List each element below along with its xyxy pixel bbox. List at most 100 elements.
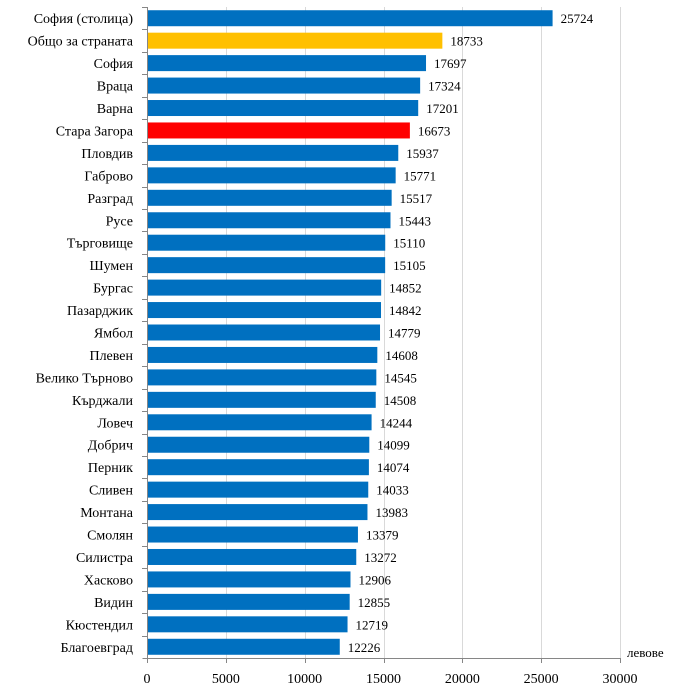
x-tick-label: 10000 — [287, 672, 322, 687]
bar — [148, 593, 350, 610]
bar — [148, 414, 372, 431]
category-label: Кюстендил — [66, 618, 133, 633]
value-label: 14842 — [389, 303, 422, 318]
value-label: 14074 — [377, 460, 410, 475]
value-label: 25724 — [561, 11, 594, 26]
category-label: Стара Загора — [56, 124, 134, 139]
value-label: 13272 — [364, 550, 397, 565]
category-label: Перник — [88, 461, 133, 476]
x-tick-label: 15000 — [366, 672, 401, 687]
bar — [148, 459, 369, 476]
bar — [148, 144, 399, 161]
bar — [148, 189, 392, 206]
axes — [142, 7, 621, 663]
value-label: 15110 — [393, 236, 425, 251]
bar — [148, 436, 370, 453]
value-label: 15105 — [393, 258, 426, 273]
category-label: Габрово — [84, 169, 133, 184]
bar — [148, 10, 553, 27]
bar — [148, 638, 340, 655]
value-label: 12719 — [356, 617, 389, 632]
bar — [148, 571, 351, 588]
bars — [148, 10, 553, 655]
bar — [148, 77, 421, 94]
category-label: Кърджали — [72, 394, 134, 409]
value-label: 14779 — [388, 326, 421, 341]
category-label: Разград — [87, 192, 133, 207]
value-label: 14508 — [384, 393, 417, 408]
bar — [148, 324, 381, 341]
category-label: Търговище — [67, 237, 133, 252]
value-label: 18733 — [450, 34, 483, 49]
value-label: 13379 — [366, 528, 399, 543]
value-label: 15771 — [404, 168, 437, 183]
value-label: 17324 — [428, 79, 461, 94]
bar — [148, 548, 357, 565]
category-label: София (столица) — [34, 12, 134, 27]
category-label: Плевен — [89, 349, 133, 364]
category-label: Ловеч — [97, 416, 133, 431]
bar — [148, 122, 410, 139]
category-label: Благоевград — [60, 641, 133, 656]
category-labels: София (столица) Общо за страната София Врац… — [28, 12, 134, 656]
category-label: Враца — [97, 80, 134, 95]
category-label: Пазарджик — [67, 304, 133, 319]
value-label: 13983 — [375, 505, 408, 520]
bar — [148, 32, 443, 49]
value-label: 15517 — [400, 191, 433, 206]
value-label: 14099 — [377, 438, 410, 453]
value-label: 17697 — [434, 56, 467, 71]
value-label: 16673 — [418, 123, 451, 138]
category-label: Ямбол — [94, 327, 133, 342]
x-axis-unit-label: левове — [627, 645, 664, 660]
bar — [148, 369, 377, 386]
value-label: 12906 — [358, 572, 391, 587]
category-label: Шумен — [89, 259, 133, 274]
bar — [148, 257, 386, 274]
value-label: 14545 — [384, 370, 417, 385]
category-label: Монтана — [80, 506, 134, 521]
bar — [148, 302, 382, 319]
bar — [148, 234, 386, 251]
category-label: Велико Търново — [36, 371, 133, 386]
value-label: 14852 — [389, 281, 422, 296]
category-label: София — [94, 57, 134, 72]
x-tick-labels: 0 5000 10000 15000 20000 25000 30000 — [144, 672, 638, 687]
bar — [148, 346, 378, 363]
value-label: 14608 — [385, 348, 418, 363]
value-label: 15443 — [398, 213, 431, 228]
value-label: 17201 — [426, 101, 459, 116]
x-tick-label: 30000 — [603, 672, 638, 687]
category-label: Русе — [106, 214, 133, 229]
bar — [148, 391, 376, 408]
category-label: Хасково — [84, 573, 133, 588]
category-label: Видин — [94, 596, 133, 611]
bar — [148, 504, 368, 521]
category-label: Добрич — [88, 439, 133, 454]
category-label: Силистра — [76, 551, 134, 566]
category-label: Пловдив — [81, 147, 133, 162]
value-label: 12226 — [348, 640, 381, 655]
bar — [148, 212, 391, 229]
value-label: 14033 — [376, 483, 409, 498]
category-label: Варна — [97, 102, 134, 117]
category-label: Общо за страната — [28, 35, 134, 50]
category-label: Смолян — [87, 529, 133, 544]
bar — [148, 167, 396, 184]
value-labels: 25724 18733 17697 17324 17201 16673 15937 15771… — [348, 11, 594, 655]
bar — [148, 100, 419, 117]
bar — [148, 526, 358, 543]
bar — [148, 55, 427, 72]
bar — [148, 616, 348, 633]
bar — [148, 279, 382, 296]
value-label: 12855 — [358, 595, 391, 610]
x-tick-label: 5000 — [212, 672, 240, 687]
category-label: Бургас — [93, 282, 133, 297]
value-label: 15937 — [406, 146, 439, 161]
bar — [148, 481, 369, 498]
category-label: Сливен — [89, 484, 134, 499]
value-label: 14244 — [380, 415, 413, 430]
x-tick-label: 20000 — [445, 672, 480, 687]
x-tick-label: 25000 — [524, 672, 559, 687]
